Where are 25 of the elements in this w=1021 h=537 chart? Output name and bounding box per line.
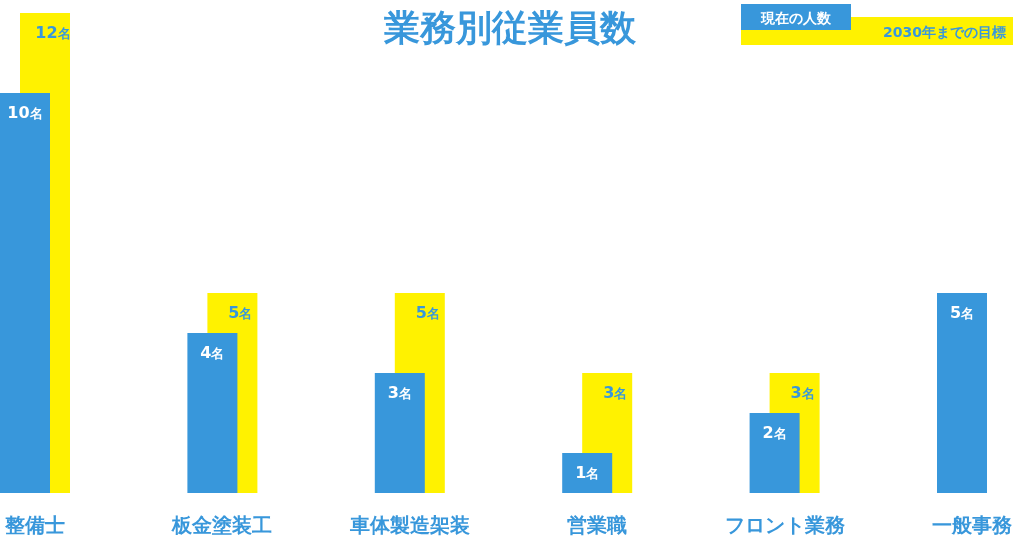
x-tick-label: 車体製造架装 bbox=[348, 513, 470, 537]
bar bbox=[937, 293, 987, 493]
x-tick-label: 一般事務 bbox=[932, 513, 1012, 537]
data-label: 5名 bbox=[415, 303, 440, 322]
bar bbox=[749, 413, 800, 493]
bar bbox=[187, 333, 238, 493]
data-label: 10名 bbox=[7, 103, 43, 122]
bar bbox=[0, 93, 50, 493]
chart-title: 業務別従業員数 bbox=[383, 7, 637, 48]
x-tick-label: 営業職 bbox=[567, 513, 628, 537]
data-label: 4名 bbox=[200, 343, 225, 362]
x-tick-label: フロント業務 bbox=[724, 513, 845, 537]
data-label: 3名 bbox=[790, 383, 815, 402]
bar bbox=[562, 453, 613, 493]
data-label: 5名 bbox=[228, 303, 253, 322]
data-label: 3名 bbox=[603, 383, 628, 402]
data-label: 3名 bbox=[387, 383, 412, 402]
legend: 2030年までの目標 現在の人数 bbox=[741, 4, 1013, 45]
data-label: 12名 bbox=[35, 23, 71, 42]
data-label: 2名 bbox=[762, 423, 787, 442]
bar bbox=[374, 373, 425, 493]
x-tick-label: 板金塗装工 bbox=[171, 513, 273, 537]
x-tick-label: 整備士 bbox=[4, 513, 65, 537]
data-label: 5名 bbox=[949, 303, 975, 322]
data-label: 1名 bbox=[575, 463, 600, 482]
